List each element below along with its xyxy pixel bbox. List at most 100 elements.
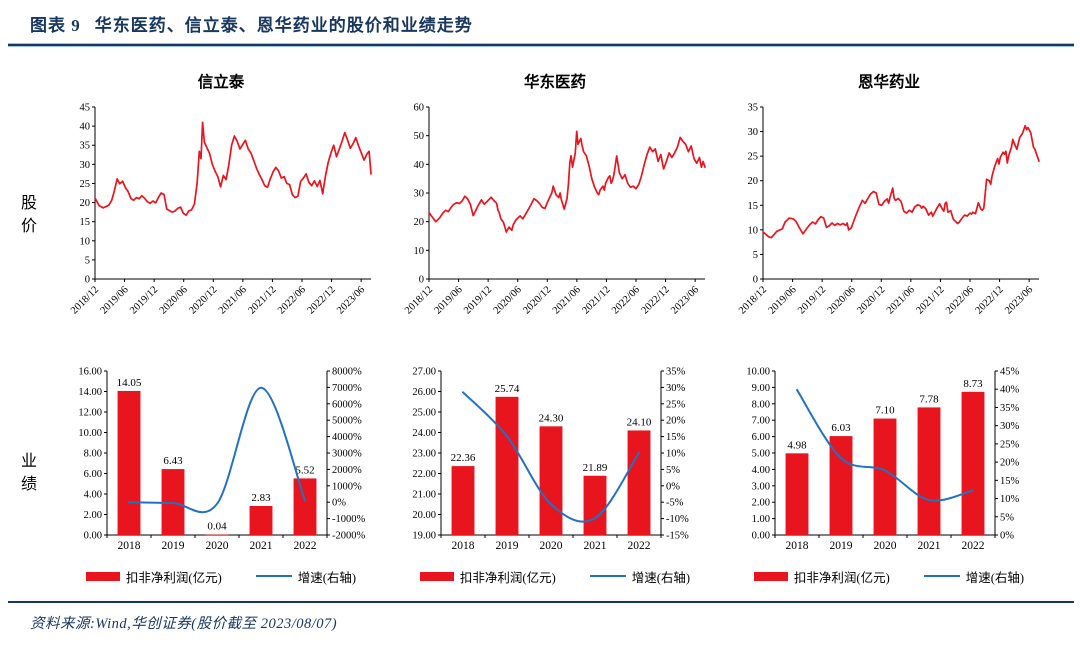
svg-text:0: 0 bbox=[753, 275, 758, 286]
svg-text:27.00: 27.00 bbox=[412, 367, 436, 378]
svg-text:15: 15 bbox=[80, 217, 91, 228]
svg-text:5%: 5% bbox=[1000, 512, 1014, 523]
svg-text:26.00: 26.00 bbox=[412, 387, 436, 398]
svg-text:7000%: 7000% bbox=[332, 383, 362, 394]
svg-text:30: 30 bbox=[748, 127, 759, 138]
svg-text:10.00: 10.00 bbox=[78, 428, 102, 439]
svg-text:2022/12: 2022/12 bbox=[974, 284, 1006, 316]
svg-text:2018: 2018 bbox=[452, 540, 475, 552]
svg-text:0%: 0% bbox=[666, 481, 680, 492]
svg-text:0: 0 bbox=[419, 275, 424, 286]
svg-text:2021/12: 2021/12 bbox=[580, 284, 612, 316]
svg-text:2022/06: 2022/06 bbox=[610, 284, 642, 316]
figure-header: 图表 9 华东医药、信立泰、恩华药业的股价和业绩走势 bbox=[0, 0, 1080, 36]
svg-text:0: 0 bbox=[85, 275, 90, 286]
legend-bar-item: 扣非净利润(亿元) bbox=[85, 567, 222, 586]
svg-text:2019: 2019 bbox=[162, 540, 185, 552]
svg-text:2000%: 2000% bbox=[332, 465, 362, 476]
svg-text:50: 50 bbox=[414, 131, 425, 142]
svg-text:2019/06: 2019/06 bbox=[433, 284, 465, 316]
price-chart-enhua: 恩华药业 0 5 10 15 20 25 30 35 2018/12 2019/06 2019/12… bbox=[724, 71, 1054, 359]
svg-text:2022: 2022 bbox=[628, 540, 651, 552]
svg-text:30: 30 bbox=[80, 160, 91, 171]
price-chart-xinlitai: 信立泰 0 5 10 15 20 25 30 35 40 45 2018/12 2019/06 2019… bbox=[56, 71, 386, 359]
svg-text:45%: 45% bbox=[1000, 367, 1020, 378]
svg-text:10: 10 bbox=[414, 246, 425, 257]
legend-bar-item: 扣非净利润(亿元) bbox=[753, 567, 890, 586]
svg-text:3.00: 3.00 bbox=[752, 481, 770, 492]
svg-text:2020/12: 2020/12 bbox=[187, 284, 219, 316]
svg-text:0.00: 0.00 bbox=[752, 531, 770, 542]
svg-text:14.00: 14.00 bbox=[78, 387, 102, 398]
svg-text:2018/12: 2018/12 bbox=[737, 284, 769, 316]
perf-canvas-enhua: 0.00 1.00 2.00 3.00 4.00 5.00 6.00 7.00 8.00 9.00… bbox=[746, 367, 1020, 553]
svg-text:24.30: 24.30 bbox=[539, 412, 564, 424]
svg-text:40: 40 bbox=[80, 122, 91, 133]
svg-text:24.00: 24.00 bbox=[412, 428, 436, 439]
svg-text:2021/06: 2021/06 bbox=[217, 284, 249, 316]
svg-text:6.00: 6.00 bbox=[752, 432, 770, 443]
legend-line-item: 增速(右轴) bbox=[255, 567, 356, 586]
svg-text:25%: 25% bbox=[666, 399, 686, 410]
svg-text:22.36: 22.36 bbox=[451, 452, 476, 464]
legend-bar-item: 扣非净利润(亿元) bbox=[419, 567, 556, 586]
svg-text:2.00: 2.00 bbox=[752, 498, 770, 509]
svg-text:2023/06: 2023/06 bbox=[1003, 284, 1035, 316]
row-label-price: 股价 bbox=[20, 194, 37, 235]
header-rule bbox=[8, 43, 1074, 47]
legend: 扣非净利润(亿元) 增速(右轴) bbox=[56, 565, 386, 587]
svg-text:20: 20 bbox=[414, 217, 425, 228]
svg-text:2019/12: 2019/12 bbox=[128, 284, 160, 316]
svg-text:5.52: 5.52 bbox=[295, 464, 314, 476]
perf-canvas-huadong: 19.00 20.00 21.00 22.00 23.00 24.00 25.00 26.00… bbox=[412, 367, 689, 553]
svg-text:24.10: 24.10 bbox=[627, 416, 652, 428]
svg-text:9.00: 9.00 bbox=[752, 383, 770, 394]
chart-title-xinlitai: 信立泰 bbox=[197, 74, 245, 91]
svg-text:2021/12: 2021/12 bbox=[914, 284, 946, 316]
svg-text:0%: 0% bbox=[332, 498, 346, 509]
svg-text:8000%: 8000% bbox=[332, 367, 362, 378]
perf-canvas-xinlitai: 0.00 2.00 4.00 6.00 8.00 10.00 12.00 14.00 16.00… bbox=[78, 367, 365, 553]
svg-text:2021/06: 2021/06 bbox=[885, 284, 917, 316]
row-label-perf: 业绩 bbox=[20, 452, 37, 493]
svg-text:0%: 0% bbox=[1000, 531, 1014, 542]
svg-text:2021/12: 2021/12 bbox=[246, 284, 278, 316]
bar-swatch-icon bbox=[419, 571, 454, 581]
svg-text:5: 5 bbox=[85, 255, 90, 266]
chart-title-huadong: 华东医药 bbox=[523, 74, 586, 91]
svg-text:35%: 35% bbox=[1000, 403, 1020, 414]
svg-text:40: 40 bbox=[414, 160, 425, 171]
svg-text:4.00: 4.00 bbox=[752, 465, 770, 476]
svg-text:25: 25 bbox=[748, 152, 759, 163]
svg-text:1.00: 1.00 bbox=[752, 514, 770, 525]
svg-text:2021: 2021 bbox=[918, 540, 941, 552]
svg-text:20: 20 bbox=[80, 198, 91, 209]
price-canvas-xinlitai: 0510152025303540452018/122019/062019/122… bbox=[69, 103, 372, 316]
svg-text:7.00: 7.00 bbox=[752, 416, 770, 427]
svg-text:20: 20 bbox=[748, 176, 759, 187]
svg-text:23.00: 23.00 bbox=[412, 449, 436, 460]
svg-text:-1000%: -1000% bbox=[332, 514, 365, 525]
svg-text:22.00: 22.00 bbox=[412, 469, 436, 480]
svg-text:4.00: 4.00 bbox=[84, 490, 102, 501]
svg-text:2018: 2018 bbox=[118, 540, 141, 552]
svg-text:2022/06: 2022/06 bbox=[276, 284, 308, 316]
svg-text:10: 10 bbox=[80, 236, 91, 247]
line-swatch-icon bbox=[923, 575, 960, 577]
svg-text:2022/12: 2022/12 bbox=[640, 284, 672, 316]
price-canvas-huadong: 0 10 20 30 40 50 60 2018/122019/062019/122020/0… bbox=[403, 103, 706, 316]
svg-text:5000%: 5000% bbox=[332, 416, 362, 427]
svg-text:10: 10 bbox=[748, 225, 759, 236]
svg-text:8.00: 8.00 bbox=[84, 449, 102, 460]
svg-text:2020/12: 2020/12 bbox=[521, 284, 553, 316]
legend: 扣非净利润(亿元) 增速(右轴) bbox=[390, 565, 720, 587]
svg-text:20.00: 20.00 bbox=[412, 510, 436, 521]
svg-text:2019/06: 2019/06 bbox=[767, 284, 799, 316]
svg-text:2022/12: 2022/12 bbox=[306, 284, 338, 316]
svg-text:35: 35 bbox=[80, 141, 91, 152]
svg-text:20%: 20% bbox=[666, 416, 686, 427]
line-swatch-icon bbox=[255, 575, 292, 577]
svg-text:14.05: 14.05 bbox=[117, 377, 142, 389]
svg-text:2020/12: 2020/12 bbox=[855, 284, 887, 316]
